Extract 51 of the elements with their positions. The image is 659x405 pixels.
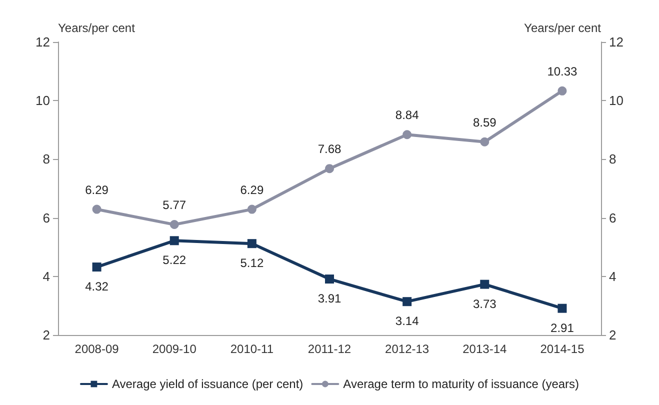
y-tick-label: 6 bbox=[42, 210, 50, 226]
data-label: 8.59 bbox=[472, 115, 497, 130]
legend-label: Average term to maturity of issuance (years) bbox=[343, 377, 580, 391]
y-tick-label: 4 bbox=[42, 268, 50, 284]
point bbox=[170, 220, 179, 230]
data-label: 8.84 bbox=[395, 108, 420, 122]
data-label: 10.33 bbox=[547, 64, 578, 78]
data-label: 3.73 bbox=[472, 296, 497, 311]
point bbox=[402, 297, 412, 306]
point bbox=[247, 204, 256, 214]
y2-tick-label: 6 bbox=[609, 210, 616, 226]
y2-tick-label: 12 bbox=[609, 34, 624, 50]
y-tick-label: 8 bbox=[42, 152, 50, 167]
y2-tick-label: 2 bbox=[609, 328, 616, 342]
x-tick-label: 2013-14 bbox=[462, 342, 507, 356]
point bbox=[325, 274, 334, 284]
data-label: 6.29 bbox=[240, 182, 264, 197]
data-label: 5.77 bbox=[162, 198, 186, 212]
x-tick-label: 2010-11 bbox=[230, 342, 274, 356]
y2-axis-title: Years/per cent bbox=[524, 21, 602, 35]
x-tick-label: 2009-10 bbox=[152, 342, 197, 356]
y2-tick-label: 10 bbox=[609, 93, 624, 108]
data-label: 6.29 bbox=[85, 182, 109, 197]
data-label: 3.14 bbox=[395, 314, 420, 328]
y-tick-label: 10 bbox=[36, 93, 50, 108]
point bbox=[170, 236, 179, 246]
y-tick-label: 2 bbox=[42, 328, 50, 342]
x-tick-label: 2011-12 bbox=[308, 342, 352, 356]
x-tick-label: 2008-09 bbox=[74, 342, 120, 356]
point bbox=[558, 86, 567, 96]
data-label: 4.32 bbox=[85, 280, 109, 294]
data-label: 7.68 bbox=[318, 142, 342, 156]
point bbox=[247, 239, 256, 248]
point bbox=[92, 204, 102, 214]
point bbox=[558, 304, 567, 313]
y-axis-title: Years/per cent bbox=[58, 21, 136, 35]
point bbox=[325, 164, 334, 174]
point bbox=[480, 137, 490, 146]
y-tick-label: 12 bbox=[36, 34, 50, 50]
point bbox=[402, 130, 412, 140]
data-label: 5.12 bbox=[240, 256, 264, 270]
y2-tick-label: 8 bbox=[609, 152, 616, 167]
data-label: 3.91 bbox=[318, 292, 342, 306]
point bbox=[480, 280, 490, 289]
data-label: 2.91 bbox=[550, 320, 574, 335]
legend-label: Average yield of issuance (per cent) bbox=[112, 377, 304, 391]
point bbox=[92, 262, 102, 272]
x-tick-label: 2014-15 bbox=[540, 342, 585, 356]
x-tick-label: 2012-13 bbox=[385, 342, 430, 356]
data-label: 5.22 bbox=[162, 253, 186, 268]
y2-tick-label: 4 bbox=[609, 268, 616, 284]
